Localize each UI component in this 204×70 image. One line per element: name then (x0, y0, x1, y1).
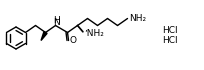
Text: N: N (52, 18, 59, 27)
Text: NH₂: NH₂ (128, 14, 145, 22)
Text: H: H (53, 15, 60, 24)
Text: HCl: HCl (161, 35, 177, 45)
Text: HCl: HCl (161, 25, 177, 35)
Text: O: O (69, 35, 76, 45)
Text: ʼNH₂: ʼNH₂ (84, 29, 104, 38)
Polygon shape (41, 32, 47, 41)
